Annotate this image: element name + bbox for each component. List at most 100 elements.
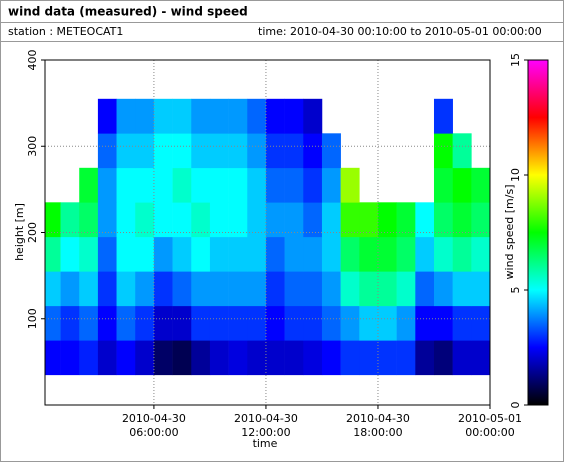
heat-cell — [153, 202, 173, 238]
heat-cell — [471, 236, 491, 272]
heat-cell — [433, 340, 453, 376]
heat-cell — [247, 98, 267, 134]
heat-cell — [191, 167, 211, 203]
heat-cell — [452, 340, 472, 376]
heat-cell — [153, 271, 173, 307]
heat-cell — [79, 340, 99, 376]
heat-cell — [303, 202, 323, 238]
heat-cell — [228, 98, 248, 134]
heat-cell — [79, 202, 99, 238]
heat-cell — [415, 305, 435, 341]
heat-cell — [135, 340, 155, 376]
heat-cell — [79, 236, 99, 272]
heat-cell — [303, 271, 323, 307]
heat-cell — [471, 167, 491, 203]
heat-cell — [228, 202, 248, 238]
heat-cell — [116, 340, 136, 376]
heat-cell — [415, 202, 435, 238]
heat-cell — [433, 133, 453, 169]
heat-cell — [303, 305, 323, 341]
heat-cell — [452, 133, 472, 169]
heat-cell — [209, 98, 229, 134]
x-tick-label: 12:00:00 — [241, 426, 290, 439]
heat-cell — [433, 98, 453, 134]
x-tick-label: 2010-05-01 — [458, 412, 522, 425]
heat-cell — [228, 271, 248, 307]
heat-cell — [97, 167, 117, 203]
heat-cell — [191, 98, 211, 134]
heat-cell — [415, 340, 435, 376]
heat-cell — [359, 236, 379, 272]
heat-cell — [396, 202, 416, 238]
heat-cell — [97, 236, 117, 272]
colorbar-tick-label: 15 — [509, 53, 522, 67]
heat-cell — [116, 133, 136, 169]
heat-cell — [321, 271, 341, 307]
heat-cell — [359, 340, 379, 376]
heat-cell — [45, 340, 61, 376]
heat-cell — [191, 202, 211, 238]
heat-cell — [452, 236, 472, 272]
heat-cell — [209, 133, 229, 169]
heat-cell — [172, 271, 192, 307]
heat-cell — [191, 271, 211, 307]
heat-cell — [471, 340, 491, 376]
heat-cell — [135, 98, 155, 134]
plot-border — [44, 59, 491, 406]
heat-cell — [228, 305, 248, 341]
x-tick-label: 2010-04-30 — [122, 412, 186, 425]
x-label: time — [253, 437, 278, 450]
heat-cell — [116, 236, 136, 272]
heat-cell — [340, 271, 360, 307]
heat-cell — [321, 202, 341, 238]
heat-cell — [452, 167, 472, 203]
heat-cell — [321, 133, 341, 169]
heat-cell — [340, 167, 360, 203]
heat-cell — [396, 236, 416, 272]
heat-cell — [377, 305, 397, 341]
heat-cell — [45, 236, 61, 272]
heat-cell — [209, 271, 229, 307]
heat-cell — [452, 202, 472, 238]
heat-cell — [452, 305, 472, 341]
heat-cell — [153, 340, 173, 376]
x-tick-label: 2010-04-30 — [234, 412, 298, 425]
heat-cell — [153, 236, 173, 272]
colorbar-label: wind speed [m/s] — [503, 185, 516, 280]
heat-cell — [209, 202, 229, 238]
heat-cell — [60, 340, 80, 376]
y-tick-label: 300 — [26, 136, 39, 157]
heat-cell — [172, 236, 192, 272]
heat-cell — [284, 167, 304, 203]
heat-cell — [377, 202, 397, 238]
colorbar-tick-label: 0 — [509, 402, 522, 409]
heat-cell — [191, 236, 211, 272]
heat-cell — [97, 340, 117, 376]
heat-cell — [228, 167, 248, 203]
heat-cell — [284, 98, 304, 134]
heat-cell — [377, 271, 397, 307]
heat-cell — [452, 271, 472, 307]
heat-cell — [209, 236, 229, 272]
heat-cell — [97, 271, 117, 307]
heat-cell — [191, 133, 211, 169]
heat-cell — [116, 202, 136, 238]
heat-cell — [116, 305, 136, 341]
heat-cell — [116, 98, 136, 134]
heat-cell — [433, 271, 453, 307]
heat-cell — [247, 271, 267, 307]
heat-cell — [135, 133, 155, 169]
heat-cell — [471, 271, 491, 307]
heat-cell — [265, 340, 285, 376]
colorbar-tick-label: 10 — [509, 168, 522, 182]
heat-cell — [79, 305, 99, 341]
heat-cell — [265, 236, 285, 272]
heat-cell — [303, 340, 323, 376]
heat-cell — [265, 98, 285, 134]
heat-cell — [284, 340, 304, 376]
x-tick-label: 00:00:00 — [465, 426, 514, 439]
heat-cell — [265, 271, 285, 307]
heat-cell — [247, 202, 267, 238]
heat-cell — [377, 340, 397, 376]
heat-cell — [265, 133, 285, 169]
